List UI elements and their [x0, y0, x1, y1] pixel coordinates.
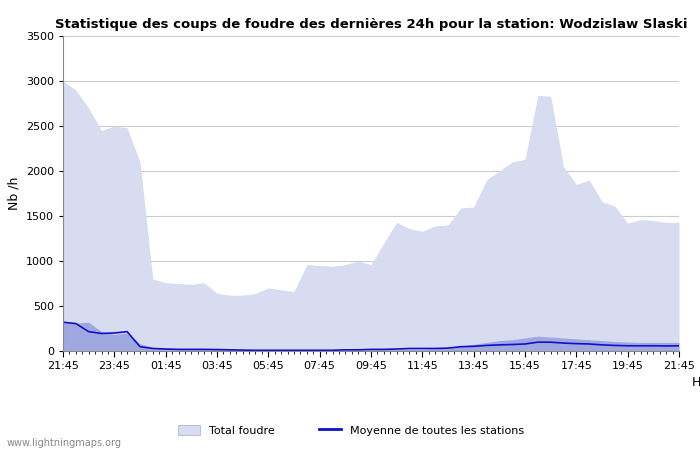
- Title: Statistique des coups de foudre des dernières 24h pour la station: Wodzislaw Sla: Statistique des coups de foudre des dern…: [55, 18, 687, 31]
- Text: www.lightningmaps.org: www.lightningmaps.org: [7, 438, 122, 448]
- Text: Heure: Heure: [692, 376, 700, 389]
- Y-axis label: Nb /h: Nb /h: [7, 177, 20, 210]
